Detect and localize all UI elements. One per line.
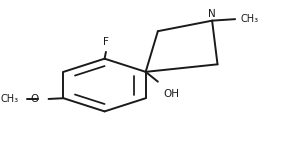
Text: O: O [31,94,39,104]
Text: CH₃: CH₃ [1,94,19,104]
Text: F: F [103,37,109,47]
Text: CH₃: CH₃ [241,14,259,24]
Text: N: N [208,9,216,19]
Text: OH: OH [163,89,179,99]
